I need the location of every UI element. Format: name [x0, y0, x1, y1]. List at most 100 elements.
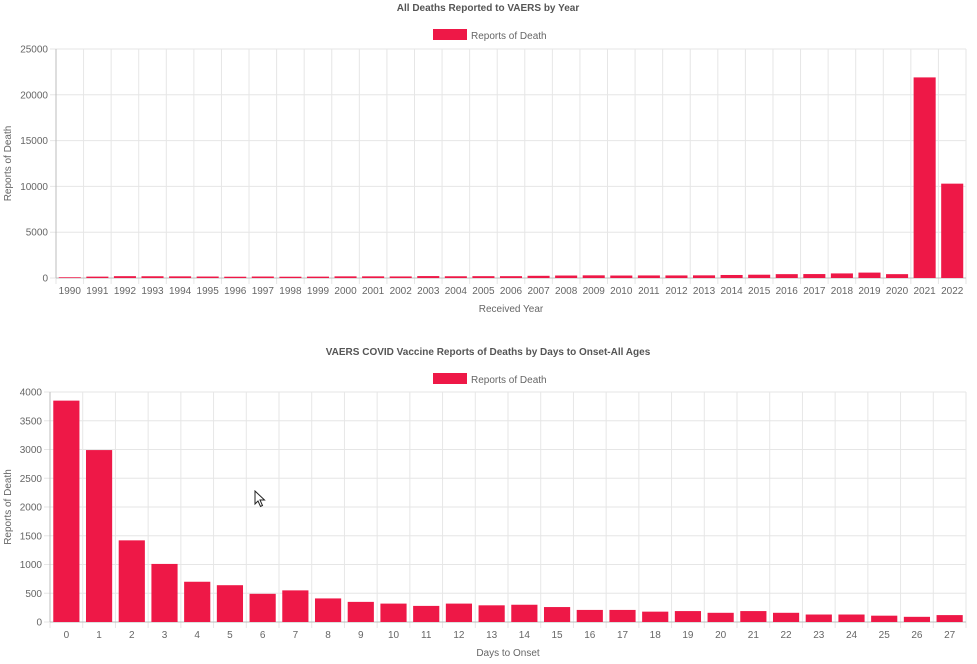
bar-1994[interactable] — [169, 276, 192, 278]
bar-1997[interactable] — [251, 276, 274, 278]
bar-1999[interactable] — [306, 276, 329, 278]
bar-1992[interactable] — [113, 276, 136, 278]
bar-25[interactable] — [871, 615, 898, 622]
bar-7[interactable] — [282, 590, 309, 622]
bar-4[interactable] — [184, 581, 211, 622]
bar-2015[interactable] — [748, 274, 771, 278]
x-tick-label: 2006 — [500, 286, 523, 297]
x-tick-label: 6 — [260, 630, 266, 641]
bar-27[interactable] — [936, 615, 963, 622]
x-tick-label: 2014 — [720, 286, 743, 297]
bar-2005[interactable] — [472, 276, 495, 278]
bar-6[interactable] — [249, 593, 276, 622]
x-axis-label: Days to Onset — [476, 648, 540, 659]
bar-10[interactable] — [380, 603, 407, 622]
y-axis-label: Reports of Death — [3, 469, 14, 545]
y-tick-label: 1000 — [20, 560, 43, 571]
bar-23[interactable] — [805, 614, 832, 622]
bar-22[interactable] — [772, 612, 800, 622]
y-tick-label: 2000 — [20, 503, 43, 514]
bar-1[interactable] — [85, 450, 113, 622]
bar-2017[interactable] — [803, 274, 826, 278]
x-tick-label: 10 — [388, 630, 400, 641]
bar-24[interactable] — [838, 614, 865, 622]
legend-swatch[interactable] — [433, 29, 467, 40]
bar-2019[interactable] — [858, 272, 881, 278]
bar-15[interactable] — [543, 607, 571, 622]
bar-2008[interactable] — [555, 275, 578, 278]
bar-3[interactable] — [151, 563, 178, 622]
bar-2002[interactable] — [389, 276, 412, 278]
x-tick-label: 2020 — [886, 286, 909, 297]
bar-20[interactable] — [707, 612, 734, 622]
x-tick-label: 2008 — [555, 286, 578, 297]
x-tick-label: 0 — [64, 630, 70, 641]
bar-0[interactable] — [53, 400, 80, 622]
x-tick-label: 2012 — [665, 286, 688, 297]
bar-5[interactable] — [216, 585, 244, 622]
x-tick-label: 22 — [781, 630, 793, 641]
bar-2001[interactable] — [362, 276, 385, 278]
bar-18[interactable] — [642, 611, 669, 622]
x-tick-label: 1999 — [307, 286, 330, 297]
bar-1996[interactable] — [224, 276, 247, 278]
y-tick-label: 1500 — [20, 531, 43, 542]
bar-14[interactable] — [511, 604, 538, 622]
bar-12[interactable] — [445, 603, 473, 622]
bar-16[interactable] — [576, 609, 603, 622]
y-tick-label: 20000 — [20, 90, 48, 101]
bar-2018[interactable] — [830, 273, 853, 278]
chart-deaths-by-days-to-onset: VAERS COVID Vaccine Reports of Deaths by… — [3, 347, 967, 659]
x-tick-label: 16 — [584, 630, 596, 641]
x-tick-label: 2017 — [803, 286, 826, 297]
bar-11[interactable] — [413, 605, 440, 622]
bar-1991[interactable] — [86, 276, 109, 278]
y-tick-label: 15000 — [20, 136, 48, 147]
bar-19[interactable] — [674, 611, 702, 622]
bar-2006[interactable] — [499, 276, 523, 278]
x-tick-label: 2011 — [638, 286, 660, 297]
y-tick-label: 4000 — [20, 388, 43, 399]
bar-9[interactable] — [347, 601, 374, 622]
chart-deaths-by-year: All Deaths Reported to VAERS by Year Repo… — [3, 3, 967, 315]
x-tick-label: 9 — [358, 630, 364, 641]
x-tick-label: 24 — [846, 630, 858, 641]
bar-1993[interactable] — [141, 276, 164, 278]
bar-2014[interactable] — [720, 274, 743, 278]
bar-2010[interactable] — [610, 275, 633, 278]
bar-1998[interactable] — [279, 276, 302, 278]
bar-26[interactable] — [903, 616, 931, 622]
bar-13[interactable] — [478, 605, 505, 622]
bar-2[interactable] — [118, 540, 145, 622]
x-tick-label: 2007 — [527, 286, 550, 297]
bar-2000[interactable] — [334, 276, 357, 278]
x-tick-label: 1996 — [224, 286, 247, 297]
bar-2011[interactable] — [637, 275, 660, 278]
bar-1990[interactable] — [58, 277, 81, 278]
x-tick-label: 1991 — [86, 286, 109, 297]
x-tick-label: 1993 — [141, 286, 164, 297]
bar-8[interactable] — [314, 598, 342, 622]
x-tick-label: 23 — [813, 630, 825, 641]
x-tick-label: 2000 — [334, 286, 357, 297]
bar-2003[interactable] — [417, 276, 440, 278]
chart-title: VAERS COVID Vaccine Reports of Deaths by… — [326, 347, 651, 358]
bar-21[interactable] — [740, 611, 767, 622]
bar-2022[interactable] — [941, 183, 964, 278]
bar-17[interactable] — [609, 609, 636, 622]
bar-2020[interactable] — [886, 274, 909, 278]
bar-2009[interactable] — [582, 275, 605, 278]
bar-2012[interactable] — [665, 275, 688, 278]
bar-2021[interactable] — [913, 77, 936, 278]
x-tick-label: 2010 — [610, 286, 633, 297]
bar-1995[interactable] — [196, 276, 219, 278]
bar-2013[interactable] — [693, 275, 716, 278]
legend-swatch[interactable] — [433, 373, 467, 384]
legend-label[interactable]: Reports of Death — [471, 375, 547, 386]
bar-2004[interactable] — [444, 276, 467, 278]
bar-2016[interactable] — [775, 274, 798, 278]
bar-2007[interactable] — [527, 275, 550, 278]
y-tick-label: 10000 — [20, 182, 48, 193]
x-tick-label: 2018 — [831, 286, 854, 297]
legend-label[interactable]: Reports of Death — [471, 31, 547, 42]
